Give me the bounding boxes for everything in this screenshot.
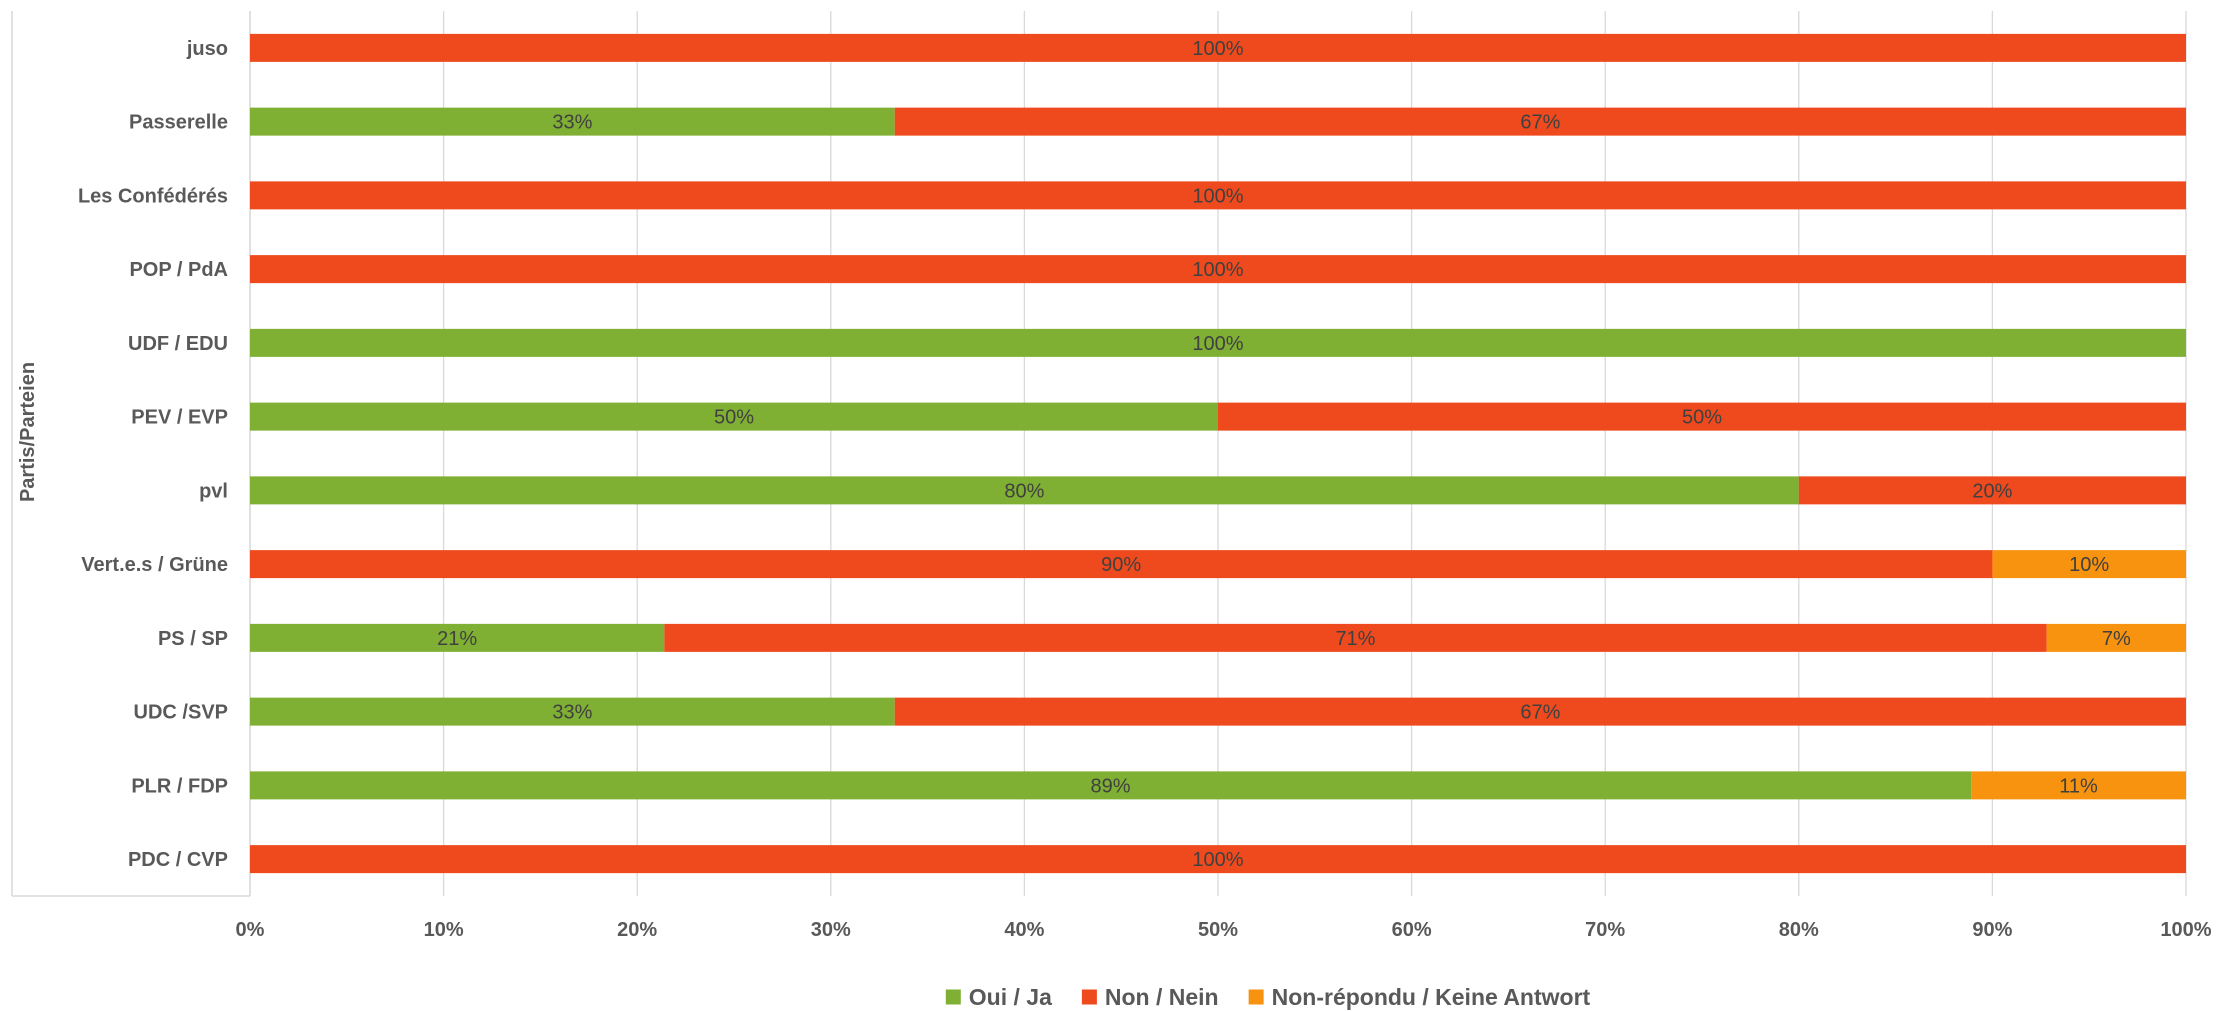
- x-tick-label: 0%: [236, 919, 265, 941]
- x-tick-label: 70%: [1585, 919, 1625, 941]
- bar-segment: [1798, 476, 2186, 505]
- data-label: 33%: [552, 112, 592, 134]
- bar-segment: [250, 550, 1993, 579]
- data-label: 100%: [1192, 849, 1243, 871]
- legend-swatch: [945, 989, 961, 1005]
- data-label: 21%: [437, 628, 477, 650]
- data-label: 50%: [714, 407, 754, 429]
- bar-segment: [250, 771, 1972, 800]
- data-label: 7%: [2102, 628, 2131, 650]
- legend-swatch: [1081, 989, 1097, 1005]
- data-label: 20%: [1972, 480, 2012, 502]
- bar-segment: [250, 33, 2186, 62]
- data-label: 89%: [1091, 775, 1131, 797]
- bars: [250, 33, 2186, 874]
- data-label: 10%: [2069, 554, 2109, 576]
- category-labels: juso Passerelle Les Confédérés POP / PdA UDF…: [78, 38, 228, 871]
- category-label: UDC /SVP: [134, 702, 228, 724]
- bar-segment: [664, 623, 2047, 652]
- bar-segment: [250, 402, 1218, 431]
- data-label: 33%: [552, 702, 592, 724]
- category-label: PS / SP: [158, 628, 228, 650]
- data-labels: 100% 33% 67% 100% 100% 100% 50% 50% 80% 20% 90% 10%…: [437, 38, 2131, 871]
- x-tick-label: 100%: [2160, 919, 2211, 941]
- data-label: 100%: [1192, 259, 1243, 281]
- category-label: Les Confédérés: [78, 185, 228, 207]
- x-tick-label: 10%: [424, 919, 464, 941]
- bar-segment: [250, 255, 2186, 284]
- category-label: PEV / EVP: [131, 407, 228, 429]
- category-label: POP / PdA: [129, 259, 228, 281]
- data-label: 100%: [1192, 185, 1243, 207]
- category-label: pvl: [199, 480, 228, 502]
- gridlines: [249, 11, 2187, 896]
- data-label: 90%: [1101, 554, 1141, 576]
- x-tick-label: 60%: [1392, 919, 1432, 941]
- data-label: 67%: [1520, 112, 1560, 134]
- data-label: 67%: [1520, 702, 1560, 724]
- legend-label: Non-répondu / Keine Antwort: [1272, 984, 1591, 1010]
- data-label: 100%: [1192, 333, 1243, 355]
- bar-segment: [894, 107, 2186, 136]
- legend-label: Oui / Ja: [969, 984, 1052, 1010]
- legend-swatch: [1248, 989, 1264, 1005]
- x-tick-label: 30%: [811, 919, 851, 941]
- bar-segment: [1992, 550, 2186, 579]
- bar-segment: [250, 107, 895, 136]
- bar-segment: [250, 697, 895, 726]
- bar-segment: [250, 181, 2186, 210]
- bar-segment: [2046, 623, 2186, 652]
- category-label: PLR / FDP: [131, 775, 228, 797]
- data-label: 100%: [1192, 38, 1243, 60]
- category-label: PDC / CVP: [128, 849, 228, 871]
- x-tick-label: 80%: [1779, 919, 1819, 941]
- bar-segment: [250, 845, 2186, 874]
- y-axis-title: Partis/Parteien: [17, 362, 39, 502]
- legend: Oui / Ja Non / Nein Non-répondu / Keine An…: [945, 984, 1591, 1010]
- bar-segment: [250, 476, 1799, 505]
- category-label: Vert.e.s / Grüne: [81, 554, 228, 576]
- category-label: UDF / EDU: [128, 333, 228, 355]
- x-tick-labels: 0% 10% 20% 30% 40% 50% 60% 70% 80% 90% 100%: [236, 919, 2212, 941]
- bar-segment: [250, 623, 665, 652]
- x-tick-label: 40%: [1004, 919, 1044, 941]
- bar-segment: [250, 328, 2186, 357]
- legend-label: Non / Nein: [1105, 984, 1219, 1010]
- category-label: Passerelle: [129, 112, 228, 134]
- x-tick-label: 50%: [1198, 919, 1238, 941]
- axes: [11, 11, 251, 897]
- data-label: 50%: [1682, 407, 1722, 429]
- bar-segment: [1971, 771, 2186, 800]
- bar-segment: [1218, 402, 2186, 431]
- x-tick-label: 20%: [617, 919, 657, 941]
- data-label: 80%: [1004, 480, 1044, 502]
- category-label: juso: [186, 38, 228, 60]
- x-tick-label: 90%: [1972, 919, 2012, 941]
- bar-segment: [894, 697, 2186, 726]
- data-label: 11%: [2059, 775, 2098, 797]
- data-label: 71%: [1335, 628, 1375, 650]
